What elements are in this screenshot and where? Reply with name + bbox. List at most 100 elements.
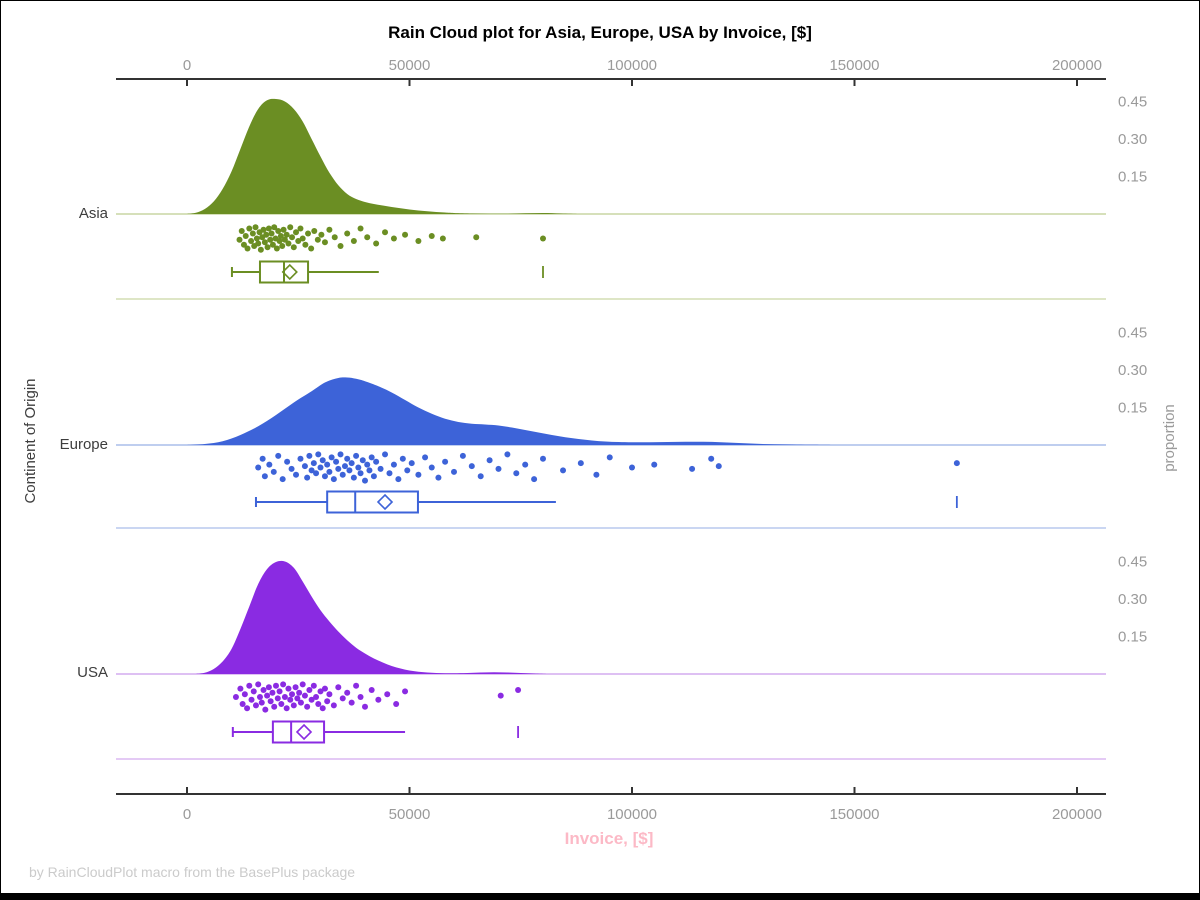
category-label-usa: USA — [77, 664, 108, 681]
data-point-europe — [486, 457, 493, 464]
box-iqr-europe — [326, 490, 419, 514]
proportion-tick-label-usa: 0.45 — [1118, 554, 1147, 571]
top-x-axis-tick-label: 100000 — [607, 57, 657, 74]
data-point-asia — [268, 230, 275, 237]
data-point-asia — [302, 241, 309, 248]
data-point-europe — [337, 451, 344, 458]
data-point-usa — [289, 691, 296, 698]
data-point-europe — [522, 461, 529, 468]
data-point-asia — [293, 229, 300, 236]
data-point-usa — [283, 705, 290, 712]
data-point-europe — [310, 460, 317, 467]
data-point-europe — [330, 476, 337, 483]
proportion-tick-label-asia: 0.15 — [1118, 169, 1147, 186]
data-point-asia — [540, 235, 546, 242]
data-point-europe — [362, 477, 368, 484]
data-point-usa — [310, 682, 317, 689]
data-point-europe — [313, 470, 320, 477]
data-point-europe — [540, 455, 546, 462]
data-point-asia — [305, 230, 312, 237]
data-point-usa — [248, 696, 255, 703]
data-point-usa — [393, 701, 400, 707]
data-point-europe — [315, 451, 322, 458]
data-point-asia — [264, 244, 271, 251]
data-point-asia — [252, 224, 259, 231]
data-point-asia — [255, 240, 262, 247]
data-point-usa — [281, 694, 288, 700]
data-point-europe — [386, 470, 393, 477]
data-point-asia — [269, 241, 276, 248]
data-point-asia — [295, 238, 302, 244]
data-point-asia — [390, 235, 397, 242]
data-point-europe — [689, 465, 696, 472]
data-point-europe — [350, 474, 357, 481]
data-point-asia — [277, 233, 284, 239]
data-point-usa — [252, 702, 259, 709]
mean-diamond-usa — [295, 723, 313, 741]
mean-diamond-europe — [376, 493, 394, 511]
data-point-europe — [953, 460, 960, 467]
data-point-europe — [435, 474, 442, 481]
data-point-europe — [477, 473, 484, 480]
proportion-tick-label-usa: 0.15 — [1118, 629, 1147, 646]
data-point-usa — [237, 685, 244, 692]
density-cloud-asia — [187, 98, 579, 214]
data-point-usa — [241, 691, 248, 698]
data-point-europe — [319, 457, 326, 464]
proportion-tick-label-asia: 0.30 — [1118, 131, 1147, 148]
data-point-usa — [402, 688, 409, 695]
data-point-europe — [513, 470, 520, 477]
data-point-asia — [257, 246, 264, 253]
data-point-usa — [339, 695, 346, 702]
data-point-europe — [408, 460, 415, 467]
top-x-axis-tick-label: 0 — [183, 57, 191, 74]
data-point-europe — [442, 458, 449, 465]
data-point-europe — [451, 468, 457, 475]
data-point-asia — [350, 238, 357, 244]
data-point-europe — [270, 468, 277, 475]
bottom-black-bar — [1, 893, 1199, 899]
data-point-europe — [326, 468, 333, 475]
category-label-asia: Asia — [78, 205, 108, 222]
data-point-europe — [495, 465, 502, 472]
data-point-europe — [531, 476, 538, 483]
data-point-usa — [319, 705, 326, 712]
data-point-usa — [368, 687, 375, 693]
data-point-usa — [321, 685, 328, 692]
data-point-usa — [375, 696, 382, 703]
data-point-usa — [244, 705, 251, 712]
data-point-europe — [301, 463, 308, 470]
data-point-usa — [306, 687, 313, 693]
data-point-europe — [304, 474, 311, 481]
data-point-usa — [515, 687, 522, 693]
data-point-usa — [326, 691, 333, 698]
data-point-asia — [308, 245, 315, 252]
data-point-europe — [321, 473, 328, 480]
data-point-asia — [260, 226, 267, 233]
data-point-asia — [244, 245, 251, 252]
data-point-usa — [301, 692, 308, 699]
data-point-europe — [395, 476, 402, 483]
data-point-usa — [315, 701, 322, 707]
data-point-asia — [415, 238, 422, 244]
proportion-tick-label-asia: 0.45 — [1118, 94, 1147, 111]
data-point-asia — [287, 224, 294, 231]
data-point-europe — [373, 458, 380, 465]
data-point-usa — [262, 706, 269, 713]
data-point-europe — [377, 465, 384, 472]
data-point-asia — [326, 226, 333, 233]
data-point-europe — [370, 473, 377, 480]
data-point-europe — [353, 452, 360, 459]
data-point-europe — [357, 470, 364, 477]
data-point-usa — [232, 694, 239, 700]
data-point-asia — [439, 235, 446, 242]
data-point-europe — [346, 467, 353, 474]
footnote-attribution: by RainCloudPlot macro from the BasePlus… — [29, 864, 356, 880]
data-point-usa — [285, 685, 292, 692]
data-point-europe — [255, 464, 262, 471]
data-point-usa — [258, 699, 265, 706]
data-point-asia — [263, 231, 270, 238]
data-point-europe — [364, 461, 371, 468]
data-point-europe — [348, 460, 355, 467]
